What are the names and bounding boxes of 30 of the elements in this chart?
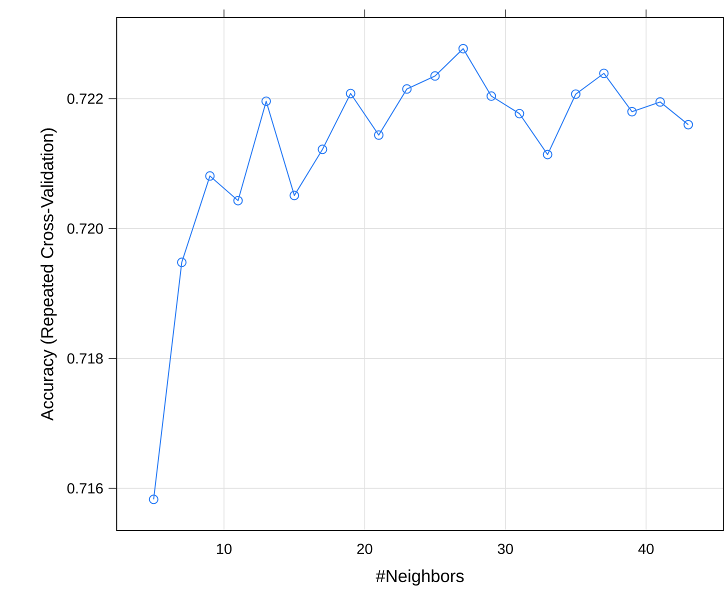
point (542, 150, 552, 160)
point (318, 144, 328, 154)
y-tick-label: 0.722 (67, 94, 103, 104)
x-axis-title: #Neighbors (376, 570, 464, 586)
point (402, 84, 412, 94)
point (486, 91, 496, 102)
point (684, 120, 694, 130)
point (627, 106, 637, 117)
point (655, 97, 665, 107)
x-tick-label: 10 (216, 544, 232, 554)
point (346, 88, 356, 98)
point (148, 494, 158, 504)
y-axis-title: Accuracy (Repeated Cross-Validation) (40, 128, 57, 421)
point (233, 196, 243, 206)
point (290, 190, 300, 200)
point (261, 96, 271, 106)
x-tick-label: 20 (357, 544, 372, 554)
x-tick-label: 40 (638, 544, 654, 554)
point (205, 171, 215, 181)
point (430, 71, 440, 81)
y-tick-label: 0.718 (67, 353, 103, 364)
point (599, 68, 609, 78)
point (176, 258, 187, 268)
point (374, 130, 384, 140)
y-tick-label: 0.720 (67, 224, 103, 234)
point (458, 44, 468, 54)
y-tick-label: 0.716 (67, 483, 103, 494)
point (514, 108, 524, 119)
x-tick-label: 30 (498, 544, 513, 554)
point (570, 89, 581, 100)
